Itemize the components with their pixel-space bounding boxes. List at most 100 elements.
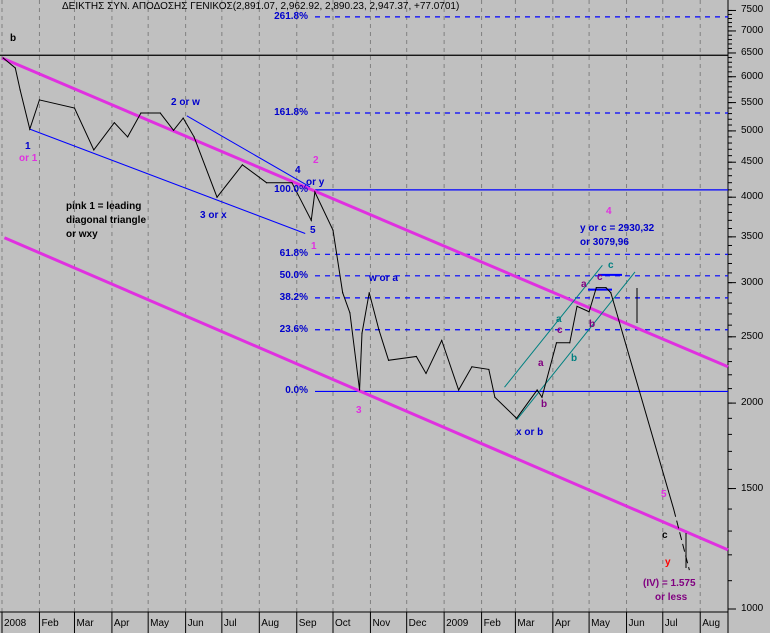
wave-label: b — [589, 319, 596, 330]
fib-level-label: 0.0% — [285, 385, 308, 397]
trendline — [3, 236, 729, 552]
price-point — [458, 389, 460, 391]
y-tick-label: 7500 — [741, 4, 764, 16]
y-tick-label: 5000 — [741, 124, 764, 136]
price-point — [172, 129, 175, 131]
wave-label: or 1 — [19, 153, 38, 164]
wave-label: a — [556, 314, 562, 325]
wave-label: c — [557, 325, 563, 336]
wave-label: a — [538, 358, 544, 369]
x-tick-label: Feb — [483, 618, 501, 629]
x-tick-label: Aug — [702, 618, 721, 629]
price-point — [536, 389, 538, 391]
wave-label: c — [597, 272, 603, 283]
projection-line — [610, 292, 675, 510]
price-point — [415, 355, 417, 358]
fib-level-label: 23.6% — [279, 323, 308, 335]
price-point — [494, 396, 496, 398]
wave-label: a — [581, 279, 587, 290]
price-point — [73, 107, 76, 109]
wave-label: b — [541, 399, 548, 410]
price-point — [332, 229, 334, 231]
fib-level-label: 61.8% — [279, 248, 308, 260]
y-tick-label: 6500 — [741, 46, 764, 58]
target-text: or 3079,96 — [580, 237, 629, 248]
trendline — [504, 265, 603, 388]
price-point — [441, 339, 443, 341]
price-point — [541, 396, 543, 398]
price-point — [29, 128, 31, 130]
price-point — [588, 311, 590, 313]
x-tick-label: Feb — [41, 618, 59, 629]
wave-label: 1 — [311, 241, 317, 252]
price-point — [193, 136, 195, 138]
x-tick-label: Mar — [76, 618, 94, 629]
price-point — [488, 368, 490, 371]
price-point — [310, 219, 312, 221]
wave-label: 5 — [661, 489, 667, 500]
y-tick-label: 3000 — [741, 276, 764, 288]
y-tick-label: 7000 — [741, 24, 764, 36]
chart-title: ΔΕΙΚΤΗΣ ΣΥΝ. ΑΠΟΔΟΣΗΣ ΓΕΝΙΚΟΣ(2,891.07, … — [62, 1, 460, 12]
wave-label: 3 or x — [200, 210, 227, 221]
note-text: or wxy — [66, 229, 98, 240]
x-tick-label: Jul — [664, 618, 678, 629]
wave-label: or y — [306, 177, 325, 188]
price-point — [265, 182, 268, 184]
price-point — [576, 305, 578, 307]
y-tick-label: 5500 — [741, 96, 764, 108]
price-point — [595, 287, 597, 289]
wave-label: 4 — [606, 206, 612, 217]
x-tick-label: Jul — [223, 618, 237, 629]
price-point — [113, 122, 115, 124]
x-tick-label: Apr — [113, 618, 130, 629]
target-text: y or c = 2930,32 — [580, 223, 655, 234]
wave-label: b — [571, 353, 578, 364]
x-tick-label: Aug — [261, 618, 280, 629]
target-text: (IV) = 1.575 — [643, 578, 696, 589]
wave-label: 1 — [25, 141, 31, 152]
price-point — [314, 191, 316, 193]
price-point — [361, 332, 363, 334]
price-point — [241, 164, 243, 166]
price-point — [471, 366, 473, 368]
fib-level-label: 50.0% — [279, 269, 308, 281]
price-point — [378, 329, 380, 331]
fib-level-label: 38.2% — [279, 291, 308, 303]
fib-level-label: 161.8% — [274, 107, 308, 119]
price-point — [38, 99, 41, 101]
x-tick-label: Jun — [187, 618, 204, 629]
y-tick-label: 4500 — [741, 156, 764, 168]
price-point — [516, 417, 518, 419]
x-tick-label: May — [150, 618, 170, 629]
price-point — [93, 149, 95, 151]
price-point — [159, 112, 161, 114]
x-tick-label: Sep — [298, 618, 317, 629]
price-point — [2, 57, 4, 59]
y-tick-label: 1000 — [741, 603, 764, 614]
price-point — [216, 196, 218, 198]
wave-label: b — [10, 33, 17, 44]
price-point — [127, 136, 129, 138]
x-tick-label: Apr — [554, 618, 571, 629]
wave-label: 2 or w — [171, 97, 200, 108]
wave-label: x or b — [516, 427, 544, 438]
wave-label: 4 — [295, 165, 301, 176]
wave-label: 3 — [356, 405, 362, 416]
x-tick-label: 2009 — [446, 618, 469, 629]
trendline — [1, 56, 729, 369]
trendline — [186, 115, 311, 188]
note-text: pink 1 = leading — [66, 201, 142, 212]
y-tick-label: 6000 — [741, 70, 764, 82]
target-text: or less — [655, 592, 688, 603]
price-point — [605, 287, 607, 289]
y-tick-label: 2000 — [741, 397, 764, 409]
price-point — [555, 342, 558, 344]
x-tick-label: Mar — [517, 618, 535, 629]
y-tick-label: 4000 — [741, 191, 764, 203]
trendline — [29, 128, 306, 234]
wave-label: 5 — [310, 225, 316, 236]
x-tick-label: Jun — [628, 618, 645, 629]
